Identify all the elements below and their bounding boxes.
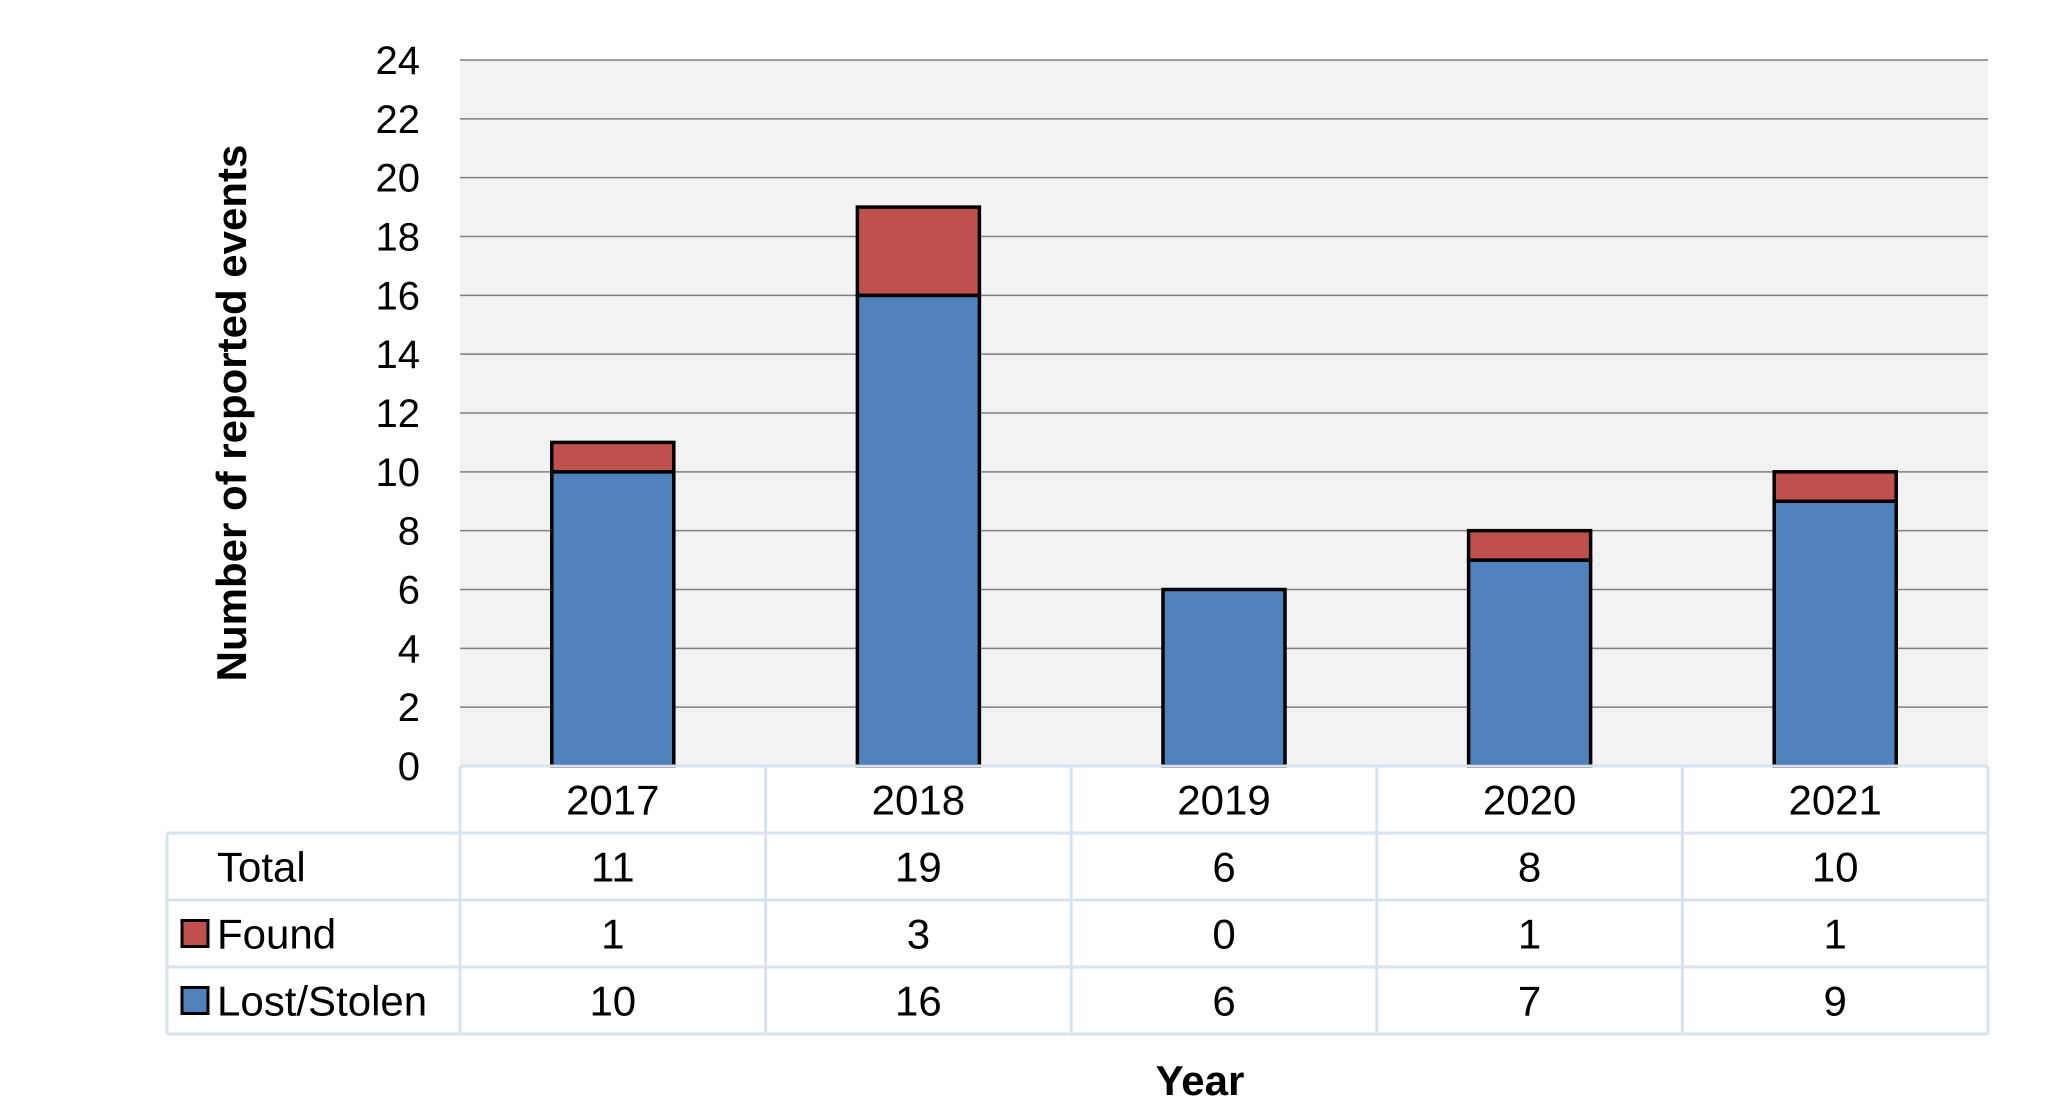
bar-segment-found <box>855 205 982 298</box>
y-tick-label: 16 <box>376 274 421 318</box>
table-cell-value: 6 <box>1212 844 1235 891</box>
table-cell-value: 6 <box>1212 978 1235 1025</box>
x-category-label: 2017 <box>566 777 659 824</box>
y-tick-label: 22 <box>376 98 421 142</box>
y-tick-label: 12 <box>376 392 421 436</box>
y-tick-label: 14 <box>376 333 421 377</box>
bar-segment-lost-stolen <box>550 470 676 768</box>
table-cell-value: 0 <box>1212 911 1235 958</box>
table-cell-value: 10 <box>1812 844 1859 891</box>
table-row-label: Found <box>217 911 336 958</box>
x-axis-title: Year <box>1156 1057 1245 1103</box>
legend-swatch <box>180 919 210 948</box>
x-category-label: 2018 <box>872 777 965 824</box>
table-cell-value: 1 <box>601 911 624 958</box>
x-category-label: 2020 <box>1483 777 1576 824</box>
y-tick-label: 0 <box>398 745 420 789</box>
y-tick-label: 2 <box>398 686 420 730</box>
bar-segment-lost-stolen <box>855 293 982 768</box>
table-row-label: Lost/Stolen <box>217 978 427 1025</box>
y-tick-label: 4 <box>398 627 420 671</box>
bar-segment-found <box>550 440 676 474</box>
y-tick-label: 20 <box>376 157 421 201</box>
table-cell-value: 7 <box>1518 978 1541 1025</box>
bar-segment-lost-stolen <box>1466 558 1593 768</box>
bar-segment-found <box>1772 470 1898 504</box>
x-category-label: 2019 <box>1177 777 1270 824</box>
bar-segment-lost-stolen <box>1772 499 1898 768</box>
legend-swatch <box>180 986 210 1015</box>
x-category-label: 2021 <box>1788 777 1881 824</box>
table-cell-value: 8 <box>1518 844 1541 891</box>
y-tick-label: 18 <box>376 216 421 260</box>
table-cell-value: 1 <box>1518 911 1541 958</box>
y-tick-label: 24 <box>376 39 421 83</box>
table-cell-value: 9 <box>1824 978 1847 1025</box>
y-axis-title: Number of reported events <box>208 145 255 682</box>
y-tick-label: 8 <box>398 510 420 554</box>
bar-segment-lost-stolen <box>1161 587 1287 768</box>
y-tick-label: 10 <box>376 451 421 495</box>
y-tick-label: 6 <box>398 569 420 613</box>
table-cell-value: 10 <box>589 978 636 1025</box>
table-cell-value: 3 <box>907 911 930 958</box>
table-cell-value: 19 <box>895 844 942 891</box>
bars <box>550 205 1898 768</box>
table-cell-value: 1 <box>1824 911 1847 958</box>
table-row-label: Total <box>217 844 306 891</box>
table-cell-value: 11 <box>591 844 635 891</box>
table-cell-value: 16 <box>895 978 942 1025</box>
bar-segment-found <box>1466 528 1593 562</box>
